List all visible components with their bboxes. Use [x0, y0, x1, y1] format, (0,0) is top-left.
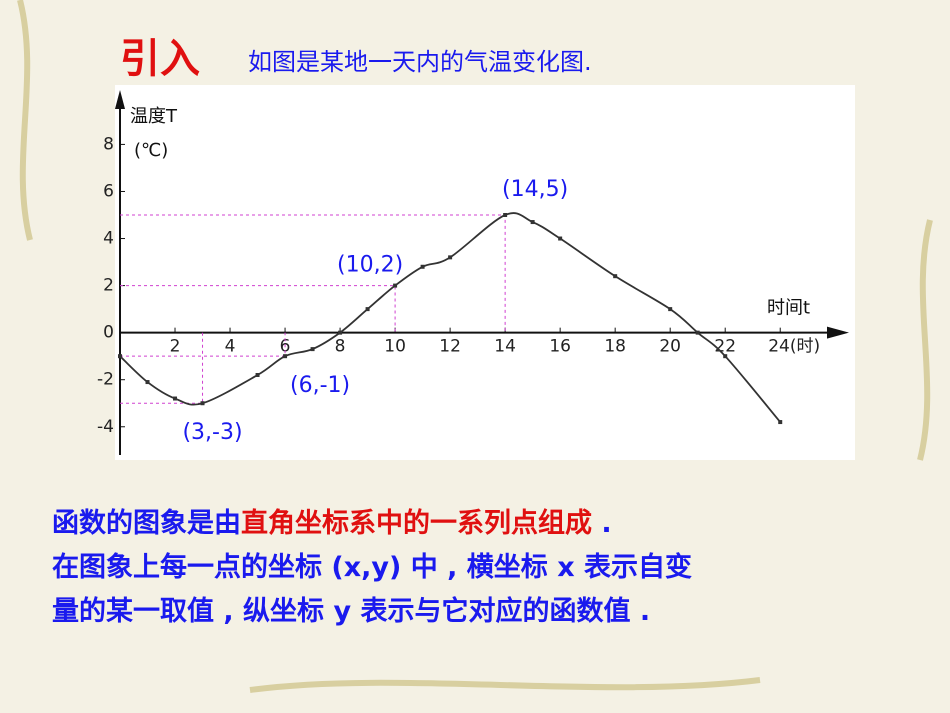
annotation: (3,-3) [182, 420, 242, 445]
x-tick-label: 16 [549, 337, 571, 357]
annotation: (10,2) [337, 253, 403, 278]
point [365, 307, 370, 312]
point [338, 330, 343, 335]
y-axis-unit: (℃) [134, 140, 168, 161]
x-tick-label: 20 [659, 337, 681, 357]
point [530, 220, 535, 225]
point [283, 354, 288, 359]
point [145, 380, 150, 385]
x-tick-label: 8 [335, 337, 346, 357]
heading-title: 引入 [120, 36, 200, 82]
y-tick-label: 0 [103, 323, 114, 343]
highlight: 直角坐标系中的一系列点组成 [241, 507, 592, 539]
x-tick-label: 12 [439, 337, 461, 357]
point [613, 274, 618, 279]
x-tick-label: 4 [225, 337, 236, 357]
text: 函数的图象是由 [52, 507, 241, 539]
text: . [592, 508, 612, 539]
point [448, 255, 453, 260]
paragraph-line: 量的某一取值 , 纵坐标 y 表示与它对应的函数值 . [52, 595, 650, 627]
y-axis-label: 温度T [130, 106, 178, 127]
paragraph-line: 函数的图象是由直角坐标系中的一系列点组成 . [52, 507, 612, 539]
point [255, 373, 260, 377]
y-tick-label: -4 [97, 417, 114, 437]
x-axis-arrow [827, 326, 849, 339]
x-tick-label: 24(时) [768, 337, 820, 357]
y-axis-arrow [115, 90, 125, 109]
guide-line [120, 332, 286, 357]
point [778, 420, 783, 425]
paragraph-line: 在图象上每一点的坐标 (x,y) 中 , 横坐标 x 表示自变 [52, 551, 692, 583]
guide-line [120, 285, 396, 333]
x-tick-label: 14 [494, 337, 516, 357]
y-tick-label: 8 [103, 134, 114, 154]
y-tick-label: -2 [97, 370, 114, 390]
point [668, 307, 673, 312]
chart-area [115, 85, 855, 460]
x-axis-label: 时间t [767, 298, 810, 319]
x-tick-label: 2 [170, 337, 181, 357]
point [723, 354, 728, 359]
point [503, 213, 508, 217]
point [200, 401, 205, 406]
decoration [17, 0, 933, 693]
heading-subtitle: 如图是某地一天内的气温变化图. [248, 48, 592, 76]
x-tick-label: 10 [384, 337, 406, 357]
point [393, 283, 398, 288]
point [420, 264, 425, 269]
y-tick-label: 2 [103, 276, 114, 296]
y-tick-label: 6 [103, 181, 114, 201]
annotation: (6,-1) [290, 373, 350, 398]
point [310, 347, 315, 352]
y-tick-label: 4 [103, 229, 114, 249]
x-tick-label: 22 [714, 337, 736, 357]
point [118, 354, 122, 359]
point [173, 396, 178, 401]
annotation: (14,5) [502, 177, 568, 202]
x-tick-label: 18 [604, 337, 626, 357]
point [558, 236, 563, 241]
point [695, 330, 700, 335]
